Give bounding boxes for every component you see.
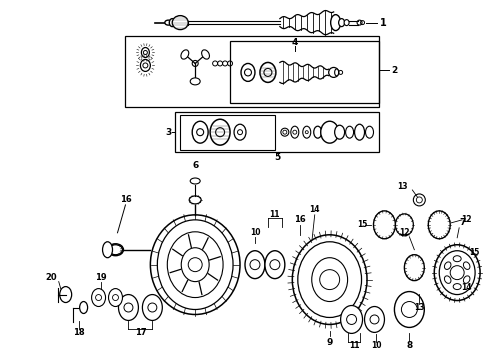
Ellipse shape [210,119,230,145]
Ellipse shape [265,251,285,279]
Bar [230,41,379,103]
Ellipse shape [150,215,240,315]
Ellipse shape [234,124,246,140]
Ellipse shape [60,287,72,302]
Ellipse shape [188,258,202,272]
Ellipse shape [444,276,451,283]
Ellipse shape [321,121,339,143]
Ellipse shape [142,48,149,58]
Ellipse shape [464,276,470,283]
Ellipse shape [335,69,339,76]
Text: 8: 8 [406,341,413,350]
Ellipse shape [366,126,373,138]
Ellipse shape [167,232,223,298]
Ellipse shape [291,126,299,138]
Bar [125,36,379,107]
Ellipse shape [260,62,276,82]
Ellipse shape [181,50,189,59]
Ellipse shape [80,302,88,314]
Ellipse shape [439,251,475,294]
Text: 20: 20 [45,273,56,282]
Ellipse shape [339,19,344,27]
Ellipse shape [92,289,105,306]
Ellipse shape [293,235,367,324]
Text: 15: 15 [357,220,368,229]
Ellipse shape [157,220,233,310]
Ellipse shape [329,67,339,77]
Text: 10: 10 [371,341,382,350]
Text: 9: 9 [326,338,333,347]
Text: 10: 10 [250,228,260,237]
Text: 14: 14 [461,283,471,292]
Ellipse shape [165,20,172,25]
Ellipse shape [365,306,385,332]
Text: 2: 2 [392,66,397,75]
Ellipse shape [344,20,349,26]
Ellipse shape [298,242,362,318]
Text: 17: 17 [135,328,146,337]
Circle shape [455,263,465,273]
Text: 3: 3 [165,128,172,137]
Ellipse shape [143,294,162,320]
Ellipse shape [302,245,318,265]
Text: 18: 18 [73,328,84,337]
Text: 14: 14 [310,206,320,215]
Ellipse shape [102,242,113,258]
Ellipse shape [190,178,200,184]
Ellipse shape [108,289,122,306]
Text: 16: 16 [120,195,131,204]
Ellipse shape [444,262,451,269]
Ellipse shape [312,258,347,302]
Text: 6: 6 [192,161,198,170]
Ellipse shape [108,245,122,255]
Text: 16: 16 [294,215,306,224]
Ellipse shape [341,306,363,333]
Ellipse shape [453,256,461,262]
Ellipse shape [192,121,208,143]
Ellipse shape [245,251,265,279]
Circle shape [414,194,425,206]
Ellipse shape [172,15,188,30]
Ellipse shape [314,126,322,138]
Ellipse shape [394,292,424,328]
Text: 12: 12 [461,215,471,224]
Text: 19: 19 [95,273,106,282]
Ellipse shape [395,214,414,236]
Ellipse shape [373,211,395,239]
Ellipse shape [201,50,209,59]
Ellipse shape [303,126,311,138]
Ellipse shape [453,284,461,289]
Ellipse shape [141,59,150,71]
Text: 12: 12 [399,228,410,237]
Bar [180,115,275,150]
Ellipse shape [169,19,175,27]
Bar [175,112,379,152]
Text: 11: 11 [270,210,280,219]
Ellipse shape [181,248,209,282]
Ellipse shape [428,211,450,239]
Ellipse shape [189,196,201,204]
Text: 1: 1 [380,18,387,28]
Ellipse shape [436,258,452,278]
Ellipse shape [345,126,354,138]
Ellipse shape [331,15,341,31]
Text: 4: 4 [292,38,298,47]
Ellipse shape [404,255,424,280]
Ellipse shape [241,63,255,81]
Ellipse shape [434,245,480,301]
Ellipse shape [464,262,470,269]
Text: 15: 15 [469,248,479,257]
Ellipse shape [335,125,344,139]
Text: 11: 11 [349,341,360,350]
Text: 7: 7 [459,218,466,227]
Text: 5: 5 [275,153,281,162]
Ellipse shape [119,294,138,320]
Text: 13: 13 [414,303,424,312]
Text: 13: 13 [397,183,408,192]
Ellipse shape [190,78,200,85]
Ellipse shape [355,124,365,140]
